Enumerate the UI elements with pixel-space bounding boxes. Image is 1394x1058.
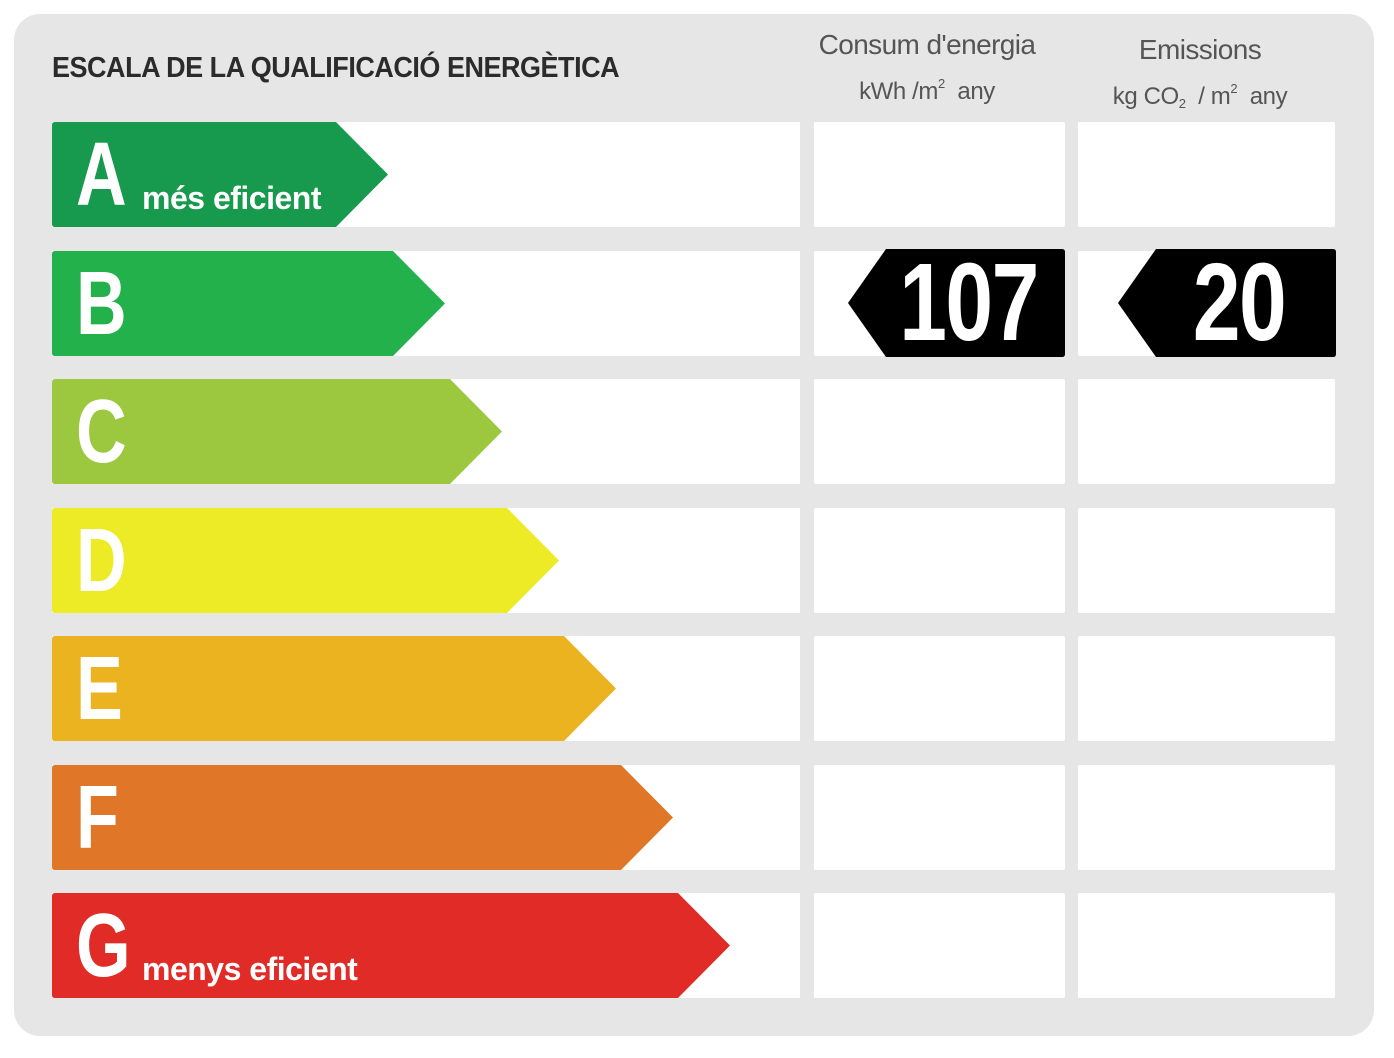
energy-column-unit: kWh /m2 any	[814, 68, 1040, 108]
label-title: ESCALA DE LA QUALIFICACIÓ ENERGÈTICA	[52, 52, 620, 84]
emissions-unit-subscript: 2	[1178, 96, 1186, 111]
energy-cell	[814, 893, 1065, 998]
energy-unit-period: any	[957, 78, 995, 105]
energy-cell	[814, 508, 1065, 613]
emissions-result-badge: 20	[1118, 241, 1336, 364]
rating-letter: A	[76, 125, 127, 225]
emissions-result-badge-shape	[1118, 249, 1336, 357]
energy-result-badge: 107	[848, 241, 1065, 364]
emissions-cell	[1078, 122, 1335, 227]
rating-arrow-shape	[52, 251, 445, 356]
emissions-unit-area: / m	[1198, 83, 1231, 110]
emissions-unit-period: any	[1249, 83, 1288, 110]
rating-letter: F	[76, 768, 119, 868]
rating-arrow-shape	[52, 508, 559, 613]
rating-arrow-shape	[52, 893, 730, 998]
rating-arrow-e: E	[52, 636, 616, 741]
rating-arrow-shape	[52, 379, 502, 484]
rating-letter: D	[76, 511, 127, 611]
energy-result-badge-value: 107	[899, 241, 1039, 364]
emissions-cell	[1078, 508, 1335, 613]
rating-letter: C	[76, 382, 127, 482]
energy-unit-exponent: 2	[938, 76, 945, 91]
rating-arrow-f: F	[52, 765, 673, 870]
rating-arrow-shape	[52, 122, 388, 227]
rating-sublabel: menys eficient	[142, 951, 358, 987]
energy-cell	[814, 122, 1065, 227]
emissions-column-header: Emissions kg CO2 / m2 any	[1086, 33, 1314, 120]
rating-letter: E	[76, 639, 123, 739]
emissions-column-title: Emissions	[1138, 34, 1262, 65]
energy-cell	[814, 636, 1065, 741]
emissions-unit-text: kg CO	[1112, 83, 1179, 110]
emissions-cell	[1078, 636, 1335, 741]
rating-arrow-b: B	[52, 251, 445, 356]
emissions-unit-exponent: 2	[1230, 81, 1238, 96]
rating-arrow-c: C	[52, 379, 502, 484]
emissions-cell	[1078, 379, 1335, 484]
energy-column-title: Consum d'energia	[818, 29, 1036, 60]
rating-arrow-shape	[52, 765, 673, 870]
rating-letter: G	[76, 896, 131, 996]
energy-result-badge-shape	[848, 249, 1065, 357]
energy-unit-text: kWh /m	[859, 78, 939, 105]
emissions-cell	[1078, 893, 1335, 998]
energy-column-header: Consum d'energia kWh /m2 any	[814, 28, 1040, 108]
emissions-result-badge-value: 20	[1192, 241, 1287, 364]
emissions-cell	[1078, 765, 1335, 870]
emissions-column-unit: kg CO2 / m2 any	[1086, 73, 1314, 120]
energy-cell	[814, 379, 1065, 484]
rating-arrow-d: D	[52, 508, 559, 613]
rating-sublabel: més eficient	[142, 180, 321, 216]
rating-letter: B	[76, 254, 127, 354]
rating-arrow-shape	[52, 636, 616, 741]
energy-cell	[814, 765, 1065, 870]
